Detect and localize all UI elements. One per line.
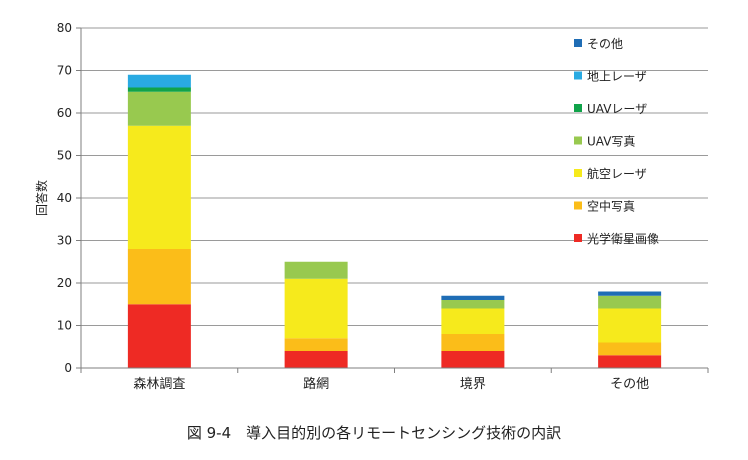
legend-swatch	[574, 39, 582, 47]
bar-segment	[598, 342, 662, 356]
bar-segment	[127, 249, 191, 305]
x-category-label: 境界	[460, 377, 486, 392]
bar-segment	[441, 334, 505, 351]
legend-swatch	[574, 234, 582, 242]
bar-segment	[127, 125, 191, 249]
y-tick-label: 80	[57, 21, 72, 35]
y-tick-label: 20	[57, 276, 72, 290]
y-tick-label: 40	[57, 191, 72, 205]
legend-swatch	[574, 136, 582, 145]
bar-segment	[127, 304, 191, 368]
legend-swatch	[574, 169, 582, 177]
bar-segment	[598, 355, 662, 368]
y-tick-label: 50	[57, 149, 72, 163]
legend-label: UAVレーザ	[587, 102, 647, 116]
legend-label: 光学衛星画像	[587, 231, 659, 246]
bars	[127, 74, 662, 368]
legend-swatch	[574, 71, 582, 80]
bar-segment	[598, 291, 662, 296]
bar-segment	[441, 351, 505, 368]
y-tick-label: 60	[57, 106, 72, 120]
bar-segment	[441, 300, 505, 309]
bar-segment	[598, 308, 662, 343]
bar-segment	[441, 308, 505, 334]
y-tick-label: 70	[57, 64, 72, 78]
bar-segment	[598, 295, 662, 309]
x-category-label: 路網	[303, 376, 329, 392]
bar-segment	[284, 351, 348, 368]
legend-label: その他	[587, 37, 623, 51]
bar-segment	[284, 261, 348, 279]
bar-segment	[441, 295, 505, 300]
x-category-label: その他	[610, 377, 649, 392]
y-axis-title: 回答数	[34, 180, 49, 216]
y-tick-label: 30	[57, 234, 72, 248]
legend-label: 空中写真	[587, 199, 635, 214]
y-tick-label: 0	[64, 361, 72, 375]
legend-label: UAV写真	[587, 135, 635, 149]
bar-segment	[284, 278, 348, 339]
bar-segment	[127, 87, 191, 92]
y-tick-label: 10	[57, 319, 72, 333]
bar-segment	[127, 91, 191, 126]
x-category-label: 森林調査	[133, 377, 185, 392]
legend-swatch	[574, 201, 582, 210]
bar-segment	[284, 338, 348, 351]
bar-segment	[127, 74, 191, 88]
figure-caption: 図 9-4 導入目的別の各リモートセンシング技術の内訳	[187, 424, 561, 442]
legend-label: 航空レーザ	[587, 166, 647, 181]
legend-label: 地上レーザ	[587, 70, 647, 84]
legend-swatch	[574, 104, 582, 112]
axes: 0 10 20 30 40 50 60 70 80 森林調査 路網 境界 その他	[57, 21, 709, 392]
